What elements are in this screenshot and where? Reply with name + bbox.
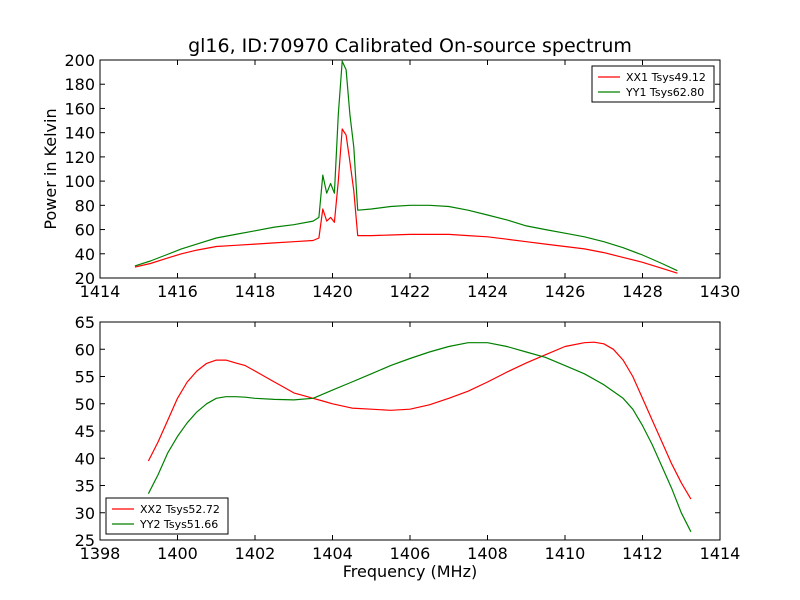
y-tick-label: 45 (75, 422, 95, 441)
y-tick-label: 100 (64, 172, 95, 191)
x-tick-label: 1406 (390, 544, 431, 563)
x-tick-label: 1424 (467, 282, 508, 301)
x-tick-label: 1418 (235, 282, 276, 301)
x-tick-label: 1410 (545, 544, 586, 563)
legend-entry: XX2 Tsys52.72 (140, 503, 220, 516)
y-tick-label: 180 (64, 75, 95, 94)
x-axis-label: Frequency (MHz) (343, 562, 477, 581)
x-tick-label: 1430 (700, 282, 741, 301)
legend-box (105, 497, 229, 535)
legend-entry: YY2 Tsys51.66 (139, 518, 218, 531)
legend: XX2 Tsys52.72 YY2 Tsys51.66 (105, 497, 229, 535)
y-tick-label: 40 (75, 245, 95, 264)
legend-box (591, 65, 715, 103)
y-tick-label: 60 (75, 221, 95, 240)
y-tick-label: 200 (64, 51, 95, 70)
legend: XX1 Tsys49.12 YY1 Tsys62.80 (591, 65, 715, 103)
y-tick-label: 60 (75, 340, 95, 359)
y-tick-label: 65 (75, 313, 95, 332)
legend-entry: XX1 Tsys49.12 (626, 71, 706, 84)
y-tick-label: 40 (75, 449, 95, 468)
y-tick-label: 160 (64, 99, 95, 118)
y-tick-label: 80 (75, 196, 95, 215)
x-tick-label: 1414 (700, 544, 741, 563)
series-line-2 (147, 342, 692, 533)
x-tick-label: 1402 (235, 544, 276, 563)
y-tick-label: 30 (75, 504, 95, 523)
bottom-chart-panel: 1398 1400 1402 1404 1406 1408 1410 1412 1414 25 30… (75, 313, 741, 581)
y-tick-label: 50 (75, 395, 95, 414)
series-line-1 (134, 128, 678, 274)
top-chart-panel: 1414 1416 1418 1420 1422 1424 1426 1428 1430 20 40… (41, 35, 740, 301)
y-tick-label: 140 (64, 124, 95, 143)
y-tick-label: 35 (75, 477, 95, 496)
series-line-1 (147, 341, 692, 500)
x-tick-label: 1398 (80, 544, 121, 563)
x-tick-label: 1422 (390, 282, 431, 301)
chart-title: gl16, ID:70970 Calibrated On-source spec… (188, 35, 632, 57)
y-tick-label: 25 (75, 531, 95, 550)
y-tick-label: 20 (75, 269, 95, 288)
x-tick-label: 1404 (312, 544, 353, 563)
x-tick-label: 1420 (312, 282, 353, 301)
x-tick-label: 1416 (157, 282, 198, 301)
x-tick-label: 1408 (467, 544, 508, 563)
x-tick-label: 1426 (545, 282, 586, 301)
x-tick-label: 1414 (80, 282, 121, 301)
y-tick-label: 55 (75, 368, 95, 387)
series-line-2 (134, 60, 678, 272)
y-axis-label: Power in Kelvin (41, 108, 60, 229)
x-tick-label: 1400 (157, 544, 198, 563)
x-tick-label: 1412 (622, 544, 663, 563)
x-tick-label: 1428 (622, 282, 663, 301)
legend-entry: YY1 Tsys62.80 (625, 86, 704, 99)
y-tick-label: 120 (64, 148, 95, 167)
